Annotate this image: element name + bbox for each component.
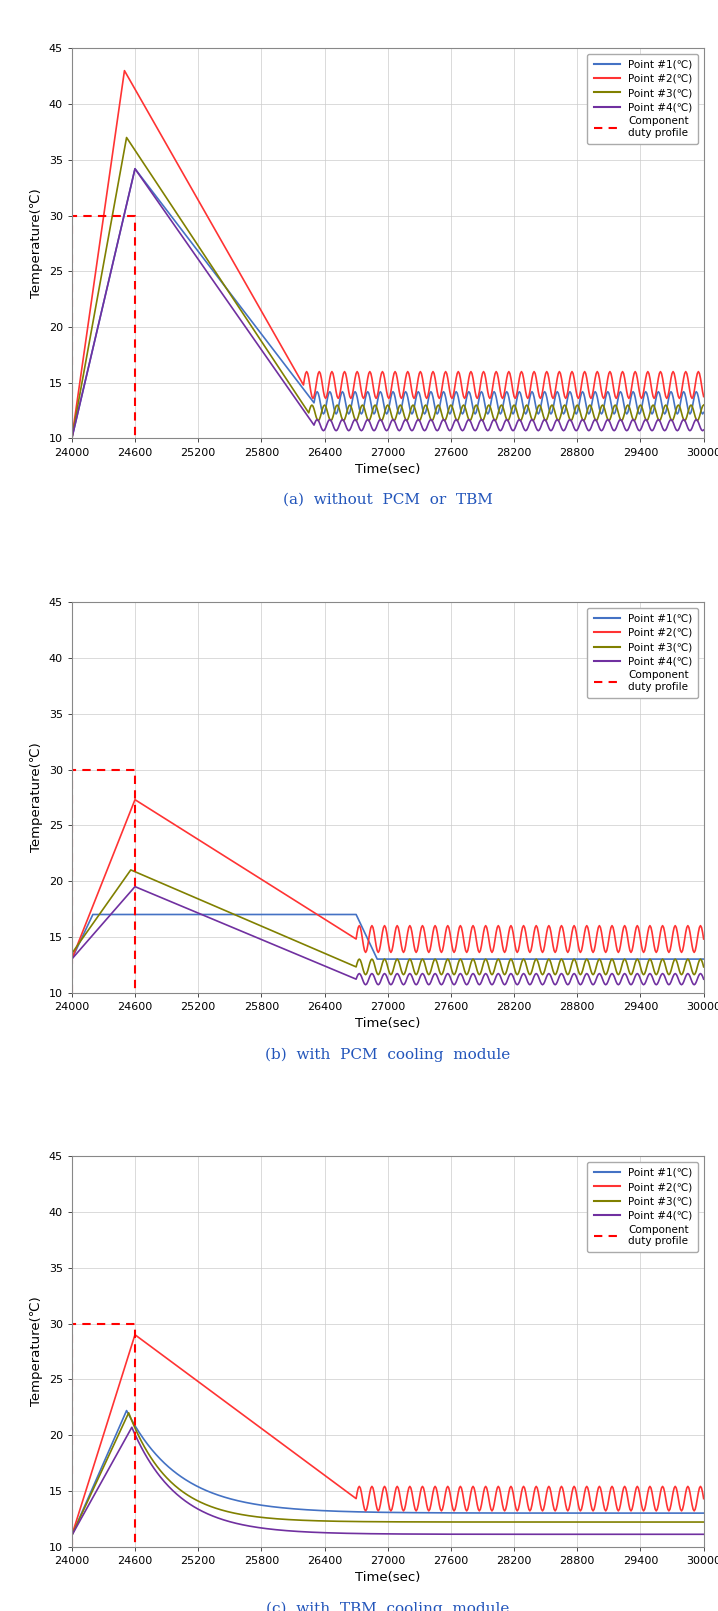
- Y-axis label: Temperature(℃): Temperature(℃): [30, 743, 43, 852]
- Legend: Point #1(℃), Point #2(℃), Point #3(℃), Point #4(℃), Component
duty profile: Point #1(℃), Point #2(℃), Point #3(℃), P…: [587, 1162, 699, 1252]
- X-axis label: Time(sec): Time(sec): [355, 1571, 421, 1584]
- X-axis label: Time(sec): Time(sec): [355, 1017, 421, 1029]
- Y-axis label: Temperature(℃): Temperature(℃): [30, 1297, 43, 1406]
- Text: (a)  without  PCM  or  TBM: (a) without PCM or TBM: [283, 493, 493, 507]
- X-axis label: Time(sec): Time(sec): [355, 462, 421, 477]
- Text: (c)  with  TBM  cooling  module: (c) with TBM cooling module: [266, 1601, 509, 1611]
- Legend: Point #1(℃), Point #2(℃), Point #3(℃), Point #4(℃), Component
duty profile: Point #1(℃), Point #2(℃), Point #3(℃), P…: [587, 53, 699, 145]
- Y-axis label: Temperature(℃): Temperature(℃): [30, 188, 43, 298]
- Legend: Point #1(℃), Point #2(℃), Point #3(℃), Point #4(℃), Component
duty profile: Point #1(℃), Point #2(℃), Point #3(℃), P…: [587, 607, 699, 698]
- Text: (b)  with  PCM  cooling  module: (b) with PCM cooling module: [265, 1047, 510, 1062]
